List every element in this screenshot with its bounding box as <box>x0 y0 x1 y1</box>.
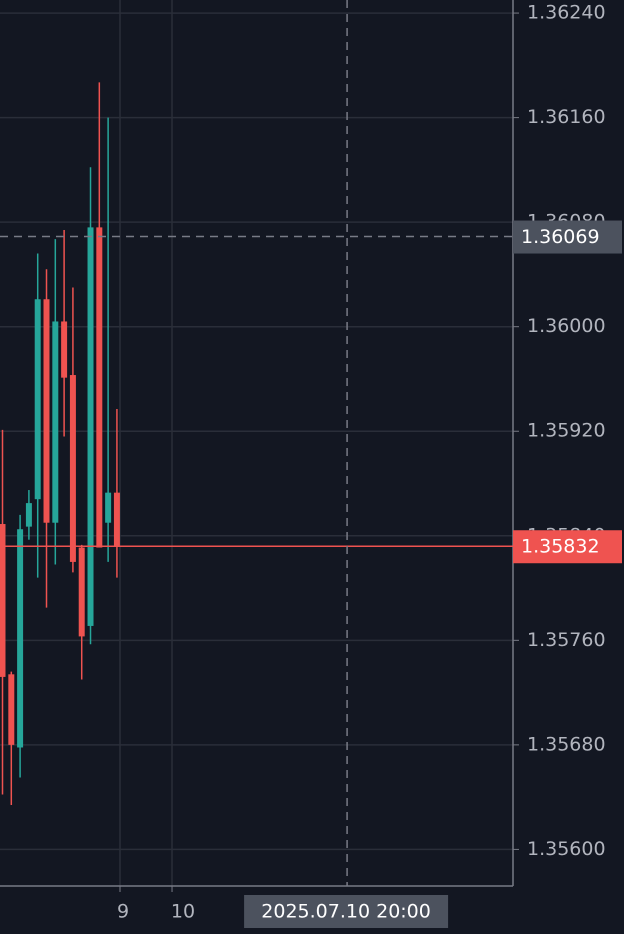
candle-body <box>8 674 15 745</box>
y-tick-label: 1.36000 <box>527 315 606 337</box>
candle-body <box>87 227 94 626</box>
candle-body <box>52 321 59 523</box>
y-tick-label: 1.36160 <box>527 106 606 128</box>
y-tick-label: 1.35680 <box>527 733 606 755</box>
candle-body <box>17 529 24 748</box>
y-tick-label: 1.35600 <box>527 838 606 860</box>
candle-body <box>0 524 6 677</box>
crosshair-price-label: 1.36069 <box>521 226 600 248</box>
x-tick-label: 10 <box>171 901 195 923</box>
candle-body <box>105 492 112 523</box>
last-price-box <box>513 530 622 564</box>
y-tick-label: 1.35760 <box>527 629 606 651</box>
candles <box>0 82 120 805</box>
candle-body <box>96 227 103 548</box>
candle-body <box>113 492 120 547</box>
candle-body <box>69 375 76 562</box>
candle-body <box>34 299 41 500</box>
x-tick-label: 9 <box>117 901 129 923</box>
crosshair-price-box <box>513 220 622 254</box>
last-price-label: 1.35832 <box>521 536 600 558</box>
candle-body <box>43 299 50 523</box>
candle-body <box>78 547 85 637</box>
candle-body <box>61 321 68 378</box>
y-tick-label: 1.35920 <box>527 420 606 442</box>
y-tick-label: 1.36240 <box>527 2 606 24</box>
grid <box>0 0 513 886</box>
crosshair-time-label: 2025.07.10 20:00 <box>261 901 431 923</box>
candle-body <box>25 503 32 527</box>
crosshair-time-box <box>244 895 449 928</box>
